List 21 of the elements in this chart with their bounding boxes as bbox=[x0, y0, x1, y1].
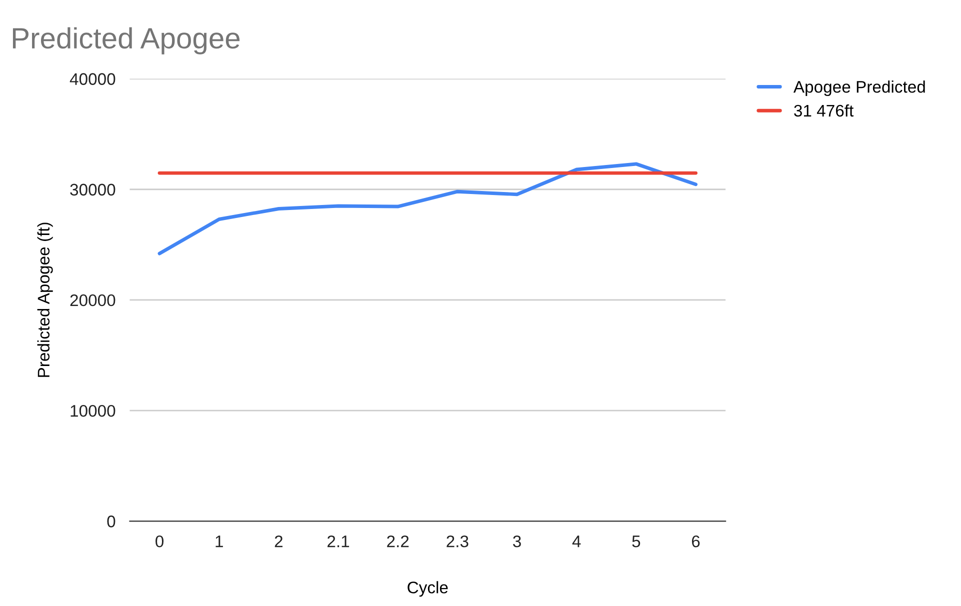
legend-label: Apogee Predicted bbox=[793, 80, 925, 96]
x-tick-label: 6 bbox=[692, 535, 700, 548]
legend-label: 31 476ft bbox=[794, 104, 854, 117]
y-tick-label: 20000 bbox=[70, 294, 116, 306]
line-series bbox=[158, 162, 698, 256]
x-tick-label: 1 bbox=[216, 536, 223, 548]
x-tick-label: 2.3 bbox=[446, 535, 468, 548]
x-tick-label: 2.2 bbox=[387, 535, 409, 548]
x-tick-label: 2.1 bbox=[328, 535, 350, 548]
y-tick-label: 30000 bbox=[70, 184, 116, 196]
y-tick-label: 40000 bbox=[70, 73, 116, 85]
x-tick-label: 0 bbox=[156, 535, 164, 548]
chart-title: Predicted Apogee bbox=[12, 27, 240, 54]
x-tick-label: 4 bbox=[572, 536, 581, 548]
x-tick-label: 3 bbox=[513, 535, 521, 548]
y-tick-label: 0 bbox=[107, 516, 116, 528]
y-axis-title: Predicted Apogee (ft) bbox=[37, 222, 53, 377]
x-tick-label: 2 bbox=[274, 535, 282, 548]
x-axis-title: Cycle bbox=[408, 581, 448, 597]
y-tick-label: 10000 bbox=[70, 404, 116, 417]
x-tick-label: 5 bbox=[632, 536, 640, 548]
